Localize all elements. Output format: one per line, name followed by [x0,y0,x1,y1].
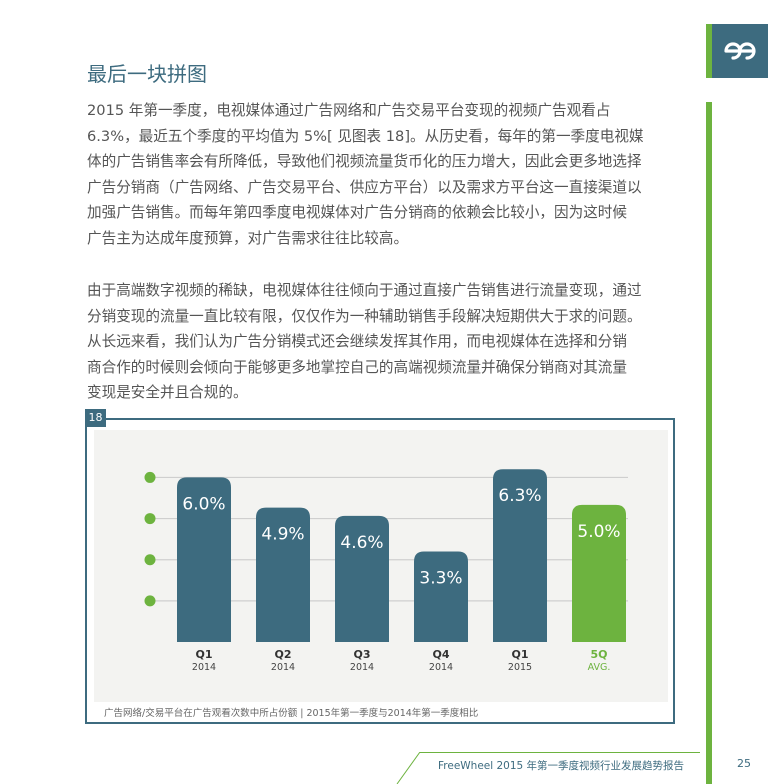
bar-value-label: 6.3% [498,486,541,506]
bar-value-label: 3.3% [419,568,462,588]
paragraph-2: 由于高端数字视频的稀缺，电视媒体往往倾向于通过直接广告销售进行流量变现，通过 分… [87,278,691,406]
gridline-dot [144,471,156,483]
text-line: 6.3%，最近五个季度的平均值为 5%[ 见图表 18]。从历史看，每年的第一季… [87,127,644,145]
gridline-dot [144,595,156,607]
x-tick-sublabel: 2014 [429,662,453,673]
paragraph-1: 2015 年第一季度，电视媒体通过广告网络和广告交易平台变现的视频广告观看占 6… [87,98,691,251]
chart-bar [256,507,310,642]
text-line: 由于高端数字视频的稀缺，电视媒体往往倾向于通过直接广告销售进行流量变现，通过 [87,282,642,299]
x-tick-label: 5Q [590,648,607,661]
x-tick-label: Q3 [353,648,370,661]
chart-bar [335,515,389,642]
chart-bar [177,477,231,642]
chart-caption: 广告网络/交易平台在广告观看次数中所占份额 | 2015年第一季度与2014年第… [104,708,479,719]
gridline-dot [144,513,156,525]
chart-bar [414,551,468,642]
x-tick-label: Q2 [274,648,291,661]
gridline-dot [144,554,156,566]
x-tick-sublabel: 2014 [271,662,295,673]
text-line: 2015 年第一季度，电视媒体通过广告网络和广告交易平台变现的视频广告观看占 [87,102,611,119]
bar-value-label: 6.0% [182,494,225,514]
text-line: 商合作的时候则会倾向于能够更多地掌控自己的高端视频流量并确保分销商对其流量 [87,358,627,376]
brand-logo [706,24,768,78]
footer-rule [420,752,700,753]
freewheel-logo-icon [724,42,756,60]
bar-value-label: 5.0% [577,522,620,542]
text-line: 从长远来看，我们认为广告分销模式还会继续发挥其作用，而电视媒体在选择和分销 [87,333,627,350]
text-line: 变现是安全并且合规的。 [87,384,248,401]
x-tick-label: Q1 [195,648,212,661]
page-number: 25 [737,757,751,770]
footer-slash-decoration [396,752,421,784]
text-line: 加强广告销售。而每年第四季度电视媒体对广告分销商的依赖会比较小，因为这时候 [87,204,627,221]
side-accent-bar [706,102,712,784]
x-tick-sublabel: 2014 [350,662,374,673]
chart-number-badge: 18 [85,409,106,427]
chart-bar [572,504,626,642]
bar-value-label: 4.9% [261,525,304,545]
logo-accent [706,24,712,78]
chart-bar [493,469,547,642]
bar-chart: 6.0%Q120144.9%Q220144.6%Q320143.3%Q42014… [144,469,628,673]
x-tick-sublabel: AVG. [588,662,611,673]
x-tick-label: Q4 [432,648,449,661]
x-tick-sublabel: 2015 [508,662,532,673]
page-title: 最后一块拼图 [87,62,207,86]
x-tick-sublabel: 2014 [192,662,216,673]
text-line: 体的广告销售率会有所降低，导致他们视频流量货币化的压力增大，因此会更多地选择 [87,153,642,170]
footer-report-title: FreeWheel 2015 年第一季度视频行业发展趋势报告 [438,760,685,772]
bar-value-label: 4.6% [340,533,383,553]
text-line: 广告主为达成年度预算，对广告需求往往比较高。 [87,229,409,247]
text-line: 广告分销商（广告网络、广告交易平台、供应方平台）以及需求方平台这一直接渠道以 [87,178,642,196]
text-line: 分销变现的流量一直比较有限，仅仅作为一种辅助销售手段解决短期供大于求的问题。 [87,307,642,325]
x-tick-label: Q1 [511,648,528,661]
